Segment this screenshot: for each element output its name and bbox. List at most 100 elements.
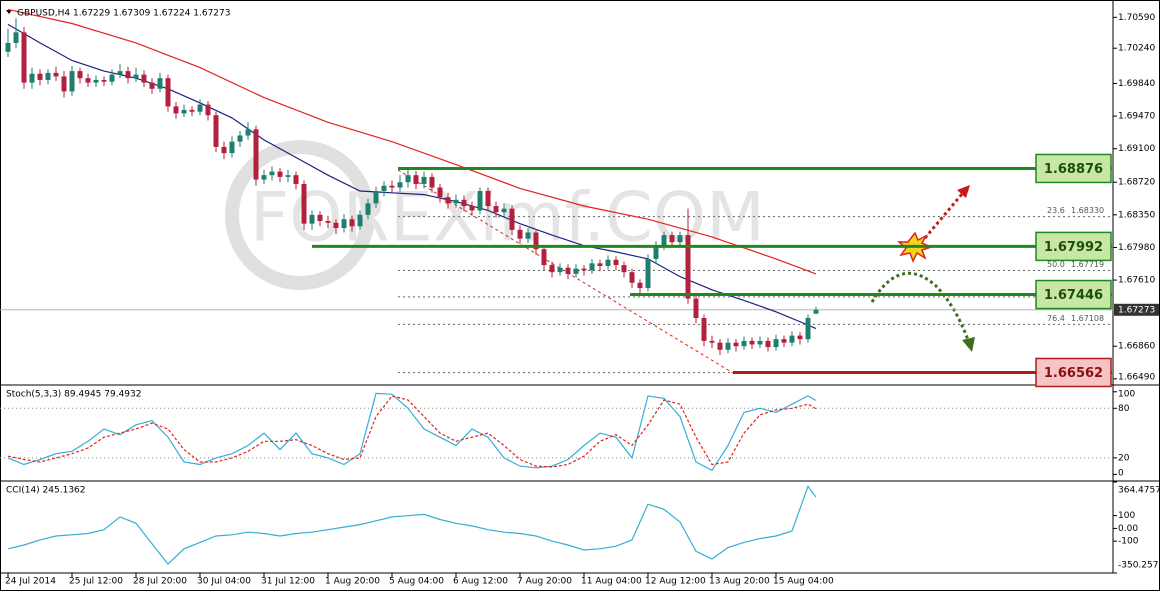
level-label: 1.66562 (1044, 366, 1103, 381)
candle-body (301, 183, 307, 224)
candle-body (357, 214, 363, 227)
watermark-group: FOREXimf.COM (225, 140, 765, 290)
candle-body (669, 235, 675, 243)
candle-body (589, 263, 595, 271)
candle-body (597, 263, 603, 266)
candle-body (133, 74, 139, 79)
candle-body (541, 249, 547, 266)
candle-body (109, 74, 115, 82)
candle-body (477, 191, 483, 211)
x-tick-label: 24 Jul 2014 (5, 577, 56, 587)
candle-body (653, 245, 659, 259)
candle-body (733, 342, 739, 347)
y-tick-label: 1.69840 (1118, 79, 1155, 89)
menu-triangle (6, 10, 12, 14)
candle-body (581, 268, 587, 271)
indicator-line (7, 8, 817, 275)
candle-body (13, 32, 19, 43)
candle-body (85, 78, 91, 83)
candle-body (125, 71, 131, 79)
candle-body (621, 265, 627, 273)
candle-body (725, 342, 731, 350)
candle-body (765, 340, 771, 348)
candle-body (37, 73, 43, 80)
candle-body (117, 71, 123, 75)
candle-body (45, 72, 51, 80)
y-tick-label: -100 (1118, 537, 1139, 547)
candle-body (789, 335, 795, 343)
y-tick-label: 1.66860 (1118, 342, 1155, 352)
candle-body (5, 42, 11, 52)
candle-body (533, 232, 539, 250)
pane-title: CCI(14) 245.1362 (6, 486, 86, 496)
candle-body (701, 317, 707, 341)
candle-body (213, 115, 219, 147)
level-box (1035, 231, 1112, 262)
candle-body (525, 232, 531, 239)
candle-body (637, 282, 643, 289)
y-tick-label: 100 (1118, 511, 1135, 521)
arrow-down (870, 271, 970, 341)
last-price-box (1114, 303, 1159, 316)
candle-body (741, 340, 747, 347)
candle-body (397, 182, 403, 188)
y-tick-label: 1.68720 (1118, 178, 1155, 188)
candle-body (333, 222, 339, 229)
candle-body (29, 73, 35, 83)
level-label: 1.67446 (1044, 288, 1103, 303)
candle-body (389, 185, 395, 188)
candle-body (557, 267, 563, 273)
candle-body (677, 235, 683, 243)
candle-body (181, 109, 187, 114)
fib-price: 1.68330 (1071, 206, 1104, 215)
level-label: 1.67992 (1044, 240, 1103, 255)
fib-name: 76.4 (1047, 314, 1065, 323)
candle-body (709, 340, 715, 343)
candle-body (261, 175, 267, 180)
candle-body (661, 235, 667, 246)
fib-price: 1.67108 (1071, 314, 1104, 323)
y-tick-label: 1.70590 (1118, 13, 1155, 23)
candle-body (381, 185, 387, 192)
x-tick-label: 25 Jul 12:00 (69, 577, 123, 587)
candle-body (157, 78, 163, 89)
candle-body (405, 175, 411, 183)
candle-body (365, 203, 371, 215)
indicator-line (7, 23, 817, 330)
candle-body (69, 71, 75, 92)
candle-body (509, 208, 515, 230)
candle-body (813, 309, 819, 314)
pane-title: Stoch(5,3,3) 89.4945 79.4932 (6, 390, 141, 400)
candle-body (757, 340, 763, 345)
x-tick-label: 15 Aug 04:00 (773, 577, 834, 587)
y-tick-label: 0.00 (1118, 524, 1138, 534)
candle-body (685, 235, 691, 299)
candle-body (413, 175, 419, 184)
candle-body (797, 335, 803, 340)
candle-body (197, 104, 203, 112)
candle-body (93, 79, 99, 83)
candle-body (629, 272, 635, 283)
candle-body (517, 229, 523, 239)
candle-body (165, 78, 171, 107)
candle-body (253, 129, 259, 180)
candle-body (21, 32, 27, 83)
y-tick-label: 1.66490 (1118, 373, 1155, 383)
candle-body (61, 76, 67, 92)
trend-line (397, 169, 734, 374)
candle-body (429, 176, 435, 188)
candle-body (717, 342, 723, 350)
candle-body (269, 171, 275, 176)
candle-body (373, 191, 379, 204)
level-box (1035, 357, 1112, 388)
candle-body (237, 135, 243, 142)
x-tick-label: 7 Aug 20:00 (517, 577, 572, 587)
candle-body (469, 206, 475, 211)
candle-body (437, 187, 443, 198)
candle-body (277, 171, 283, 177)
candle-body (77, 71, 83, 79)
candle-body (421, 176, 427, 184)
candle-body (317, 214, 323, 222)
y-tick-label: 1.67980 (1118, 243, 1155, 253)
